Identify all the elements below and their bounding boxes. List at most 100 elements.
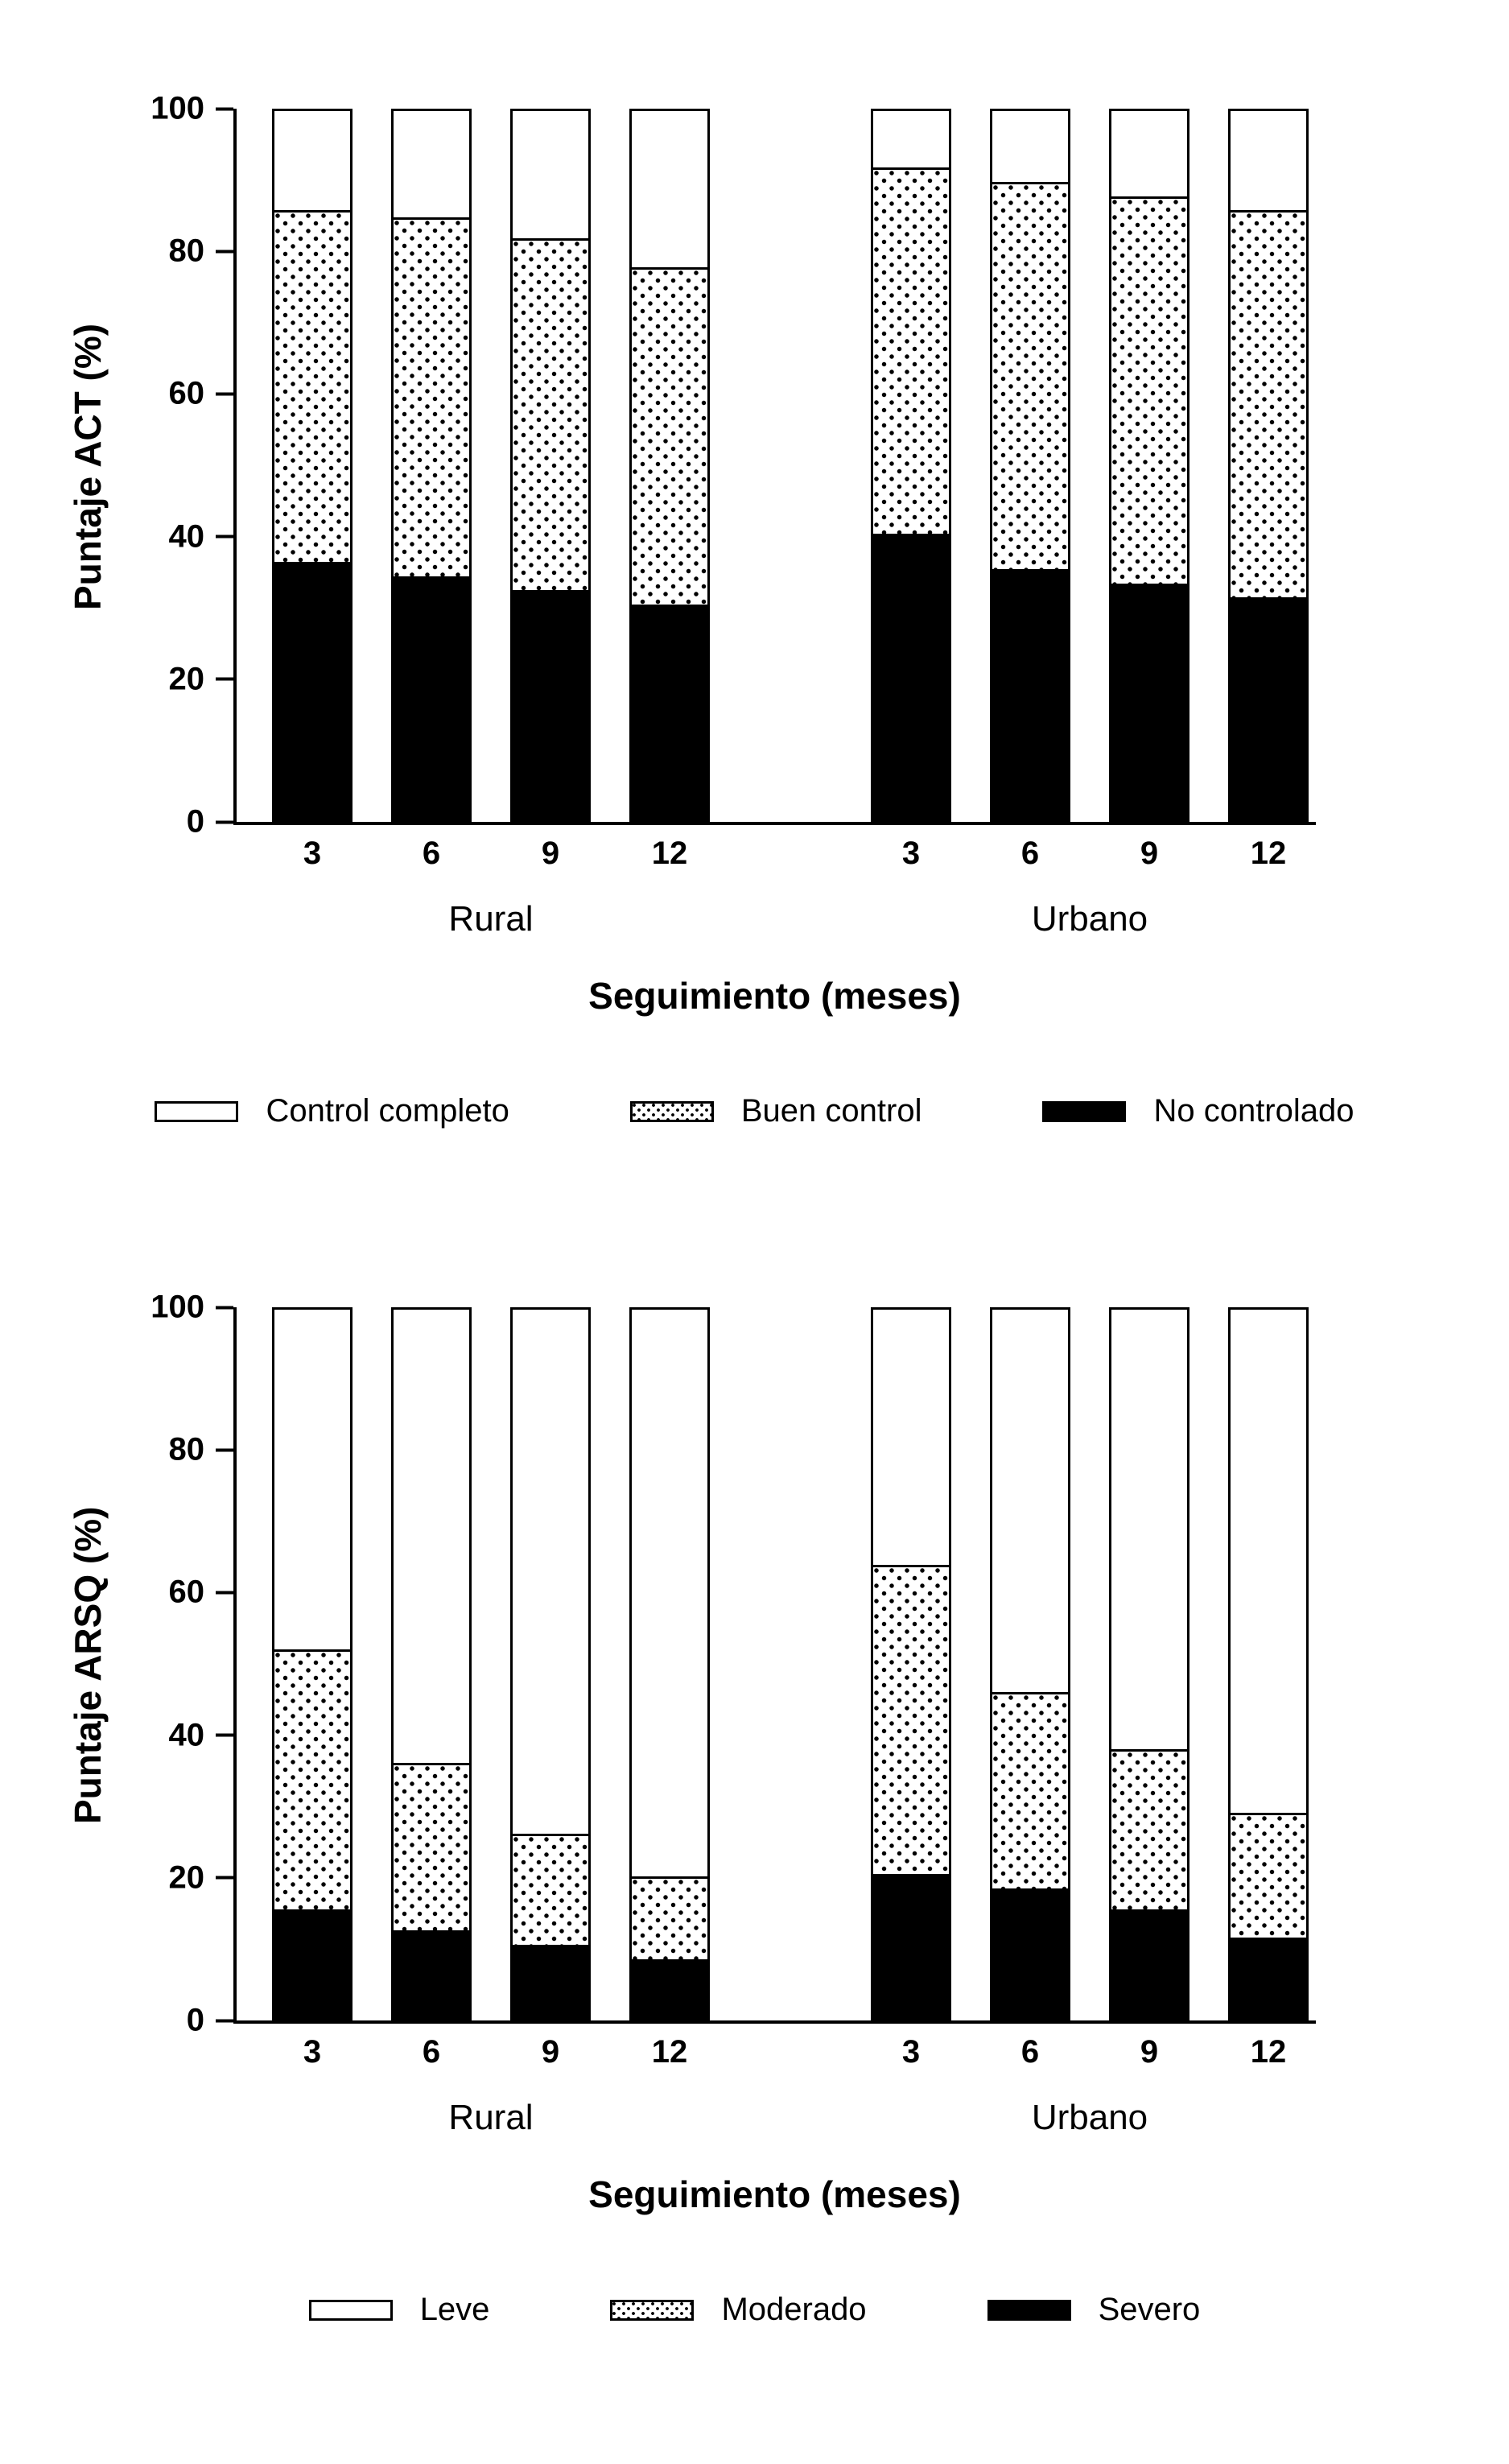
- segment-black: [394, 1933, 469, 2018]
- stacked-bar: 9: [510, 109, 591, 871]
- legend-item: No controlado: [1042, 1093, 1354, 1129]
- x-tick-label: 6: [1020, 2034, 1040, 2070]
- stacked-bar: 3: [871, 109, 951, 871]
- stacked-bar: 6: [990, 109, 1070, 871]
- bars-container: 3 6 9 12 Rural 3 6 9 12 Urbano: [237, 109, 1316, 939]
- y-tick-mark: [216, 1733, 233, 1737]
- segment-dotted: [632, 266, 707, 607]
- y-tick-mark: [216, 250, 233, 254]
- x-tick-label: 3: [303, 836, 322, 871]
- segment-dotted: [873, 167, 949, 536]
- x-axis-title: Seguimiento (meses): [588, 2173, 961, 2215]
- arsq-stacked-bar-chart: Puntaje ARSQ (%) 3 6 9 12 Rural 3 6 9 12 Urbano 0…: [0, 1290, 1509, 2328]
- segment-white: [394, 1310, 469, 1764]
- y-tick-mark: [216, 1448, 233, 1452]
- segment-black: [1111, 585, 1187, 819]
- segment-black: [274, 1911, 350, 2018]
- bar-group-rural: 3 6 9 12 Rural: [272, 109, 710, 939]
- y-axis-tick: 0: [130, 804, 233, 840]
- segment-dotted: [992, 182, 1068, 572]
- stacked-bar: 3: [272, 109, 353, 871]
- y-axis-tick: 100: [130, 91, 233, 127]
- y-tick-label: 80: [168, 1431, 205, 1467]
- x-tick-label: 12: [651, 2034, 688, 2070]
- y-axis-tick: 60: [130, 1575, 233, 1611]
- segment-dotted: [513, 1834, 588, 1947]
- segment-dotted: [274, 210, 350, 565]
- segment-dotted: [394, 217, 469, 579]
- y-axis-tick: 100: [130, 1290, 233, 1326]
- segment-white: [513, 1310, 588, 1835]
- segment-dotted: [513, 238, 588, 593]
- legend-label: Control completo: [266, 1093, 509, 1129]
- segment-black: [513, 592, 588, 819]
- x-tick-label: 9: [541, 836, 560, 871]
- legend: Control completo Buen control No controlad…: [0, 1093, 1509, 1129]
- plot-outer: 3 6 9 12 Rural 3 6 9 12 Urbano 0 20 40 60 80 100: [150, 91, 1316, 939]
- segment-dotted: [1231, 1812, 1306, 1941]
- y-axis-tick: 80: [130, 1432, 233, 1468]
- y-tick-mark: [216, 1306, 233, 1309]
- stacked-bar: 12: [1228, 1307, 1309, 2070]
- segment-white: [274, 1310, 350, 1650]
- segment-dotted: [992, 1692, 1068, 1891]
- y-axis-title: Puntaje ARSQ (%): [67, 1506, 109, 1825]
- stacked-bar: 9: [1109, 109, 1189, 871]
- stacked-bar: 12: [629, 1307, 710, 2070]
- x-tick-label: 12: [651, 836, 688, 871]
- segment-white: [1231, 111, 1306, 211]
- legend-swatch-black: [987, 2299, 1071, 2321]
- segment-dotted: [632, 1876, 707, 1962]
- y-tick-label: 40: [168, 518, 205, 555]
- x-tick-label: 12: [1250, 2034, 1287, 2070]
- legend-label: Moderado: [721, 2292, 867, 2327]
- segment-white: [1231, 1310, 1306, 1813]
- segment-black: [992, 1890, 1068, 2018]
- group-label: Urbano: [1031, 899, 1148, 939]
- segment-white: [632, 1310, 707, 1876]
- x-tick-label: 9: [1140, 2034, 1159, 2070]
- plot-area: 3 6 9 12 Rural 3 6 9 12 Urbano 0 20 40 60 80 100: [150, 1290, 1316, 2137]
- segment-white: [873, 111, 949, 168]
- legend-swatch-dotted: [610, 2299, 695, 2321]
- y-tick-label: 40: [168, 1717, 205, 1753]
- stacked-bar: 12: [629, 109, 710, 871]
- legend-swatch-black: [1042, 1100, 1127, 1122]
- y-axis-tick: 40: [130, 1717, 233, 1753]
- legend-item: Severo: [987, 2292, 1200, 2328]
- y-tick-label: 0: [186, 2002, 204, 2038]
- y-tick-mark: [216, 392, 233, 396]
- y-tick-mark: [216, 677, 233, 681]
- stacked-bar: 6: [391, 109, 472, 871]
- stacked-bar: 6: [391, 1307, 472, 2070]
- y-tick-mark: [216, 2019, 233, 2022]
- x-tick-label: 6: [422, 2034, 441, 2070]
- stacked-bar: 3: [871, 1307, 951, 2070]
- x-tick-label: 3: [901, 836, 921, 871]
- legend-item: Buen control: [629, 1093, 921, 1129]
- legend-swatch-white: [308, 2299, 393, 2321]
- y-tick-mark: [216, 107, 233, 110]
- bar-group-urbano: 3 6 9 12 Urbano: [871, 109, 1309, 939]
- y-axis-tick: 40: [130, 518, 233, 555]
- x-tick-label: 9: [1140, 836, 1159, 871]
- segment-white: [513, 111, 588, 239]
- segment-black: [873, 1876, 949, 2018]
- bars-container: 3 6 9 12 Rural 3 6 9 12 Urbano: [237, 1307, 1316, 2137]
- stacked-bar: 3: [272, 1307, 353, 2070]
- x-tick-label: 6: [1020, 836, 1040, 871]
- segment-dotted: [1231, 210, 1306, 601]
- y-tick-label: 60: [168, 375, 205, 411]
- segment-dotted: [394, 1763, 469, 1934]
- y-axis-title: Puntaje ACT (%): [67, 323, 109, 611]
- segment-black: [274, 564, 350, 819]
- plot-outer: 3 6 9 12 Rural 3 6 9 12 Urbano 0 20 40 60 80 100: [150, 1290, 1316, 2137]
- group-label: Rural: [448, 2098, 534, 2137]
- segment-white: [274, 111, 350, 211]
- x-tick-label: 12: [1250, 836, 1287, 871]
- y-tick-label: 20: [168, 661, 205, 697]
- x-tick-label: 3: [303, 2034, 322, 2070]
- legend-label: Leve: [419, 2292, 490, 2327]
- y-tick-label: 20: [168, 1859, 205, 1896]
- x-tick-label: 3: [901, 2034, 921, 2070]
